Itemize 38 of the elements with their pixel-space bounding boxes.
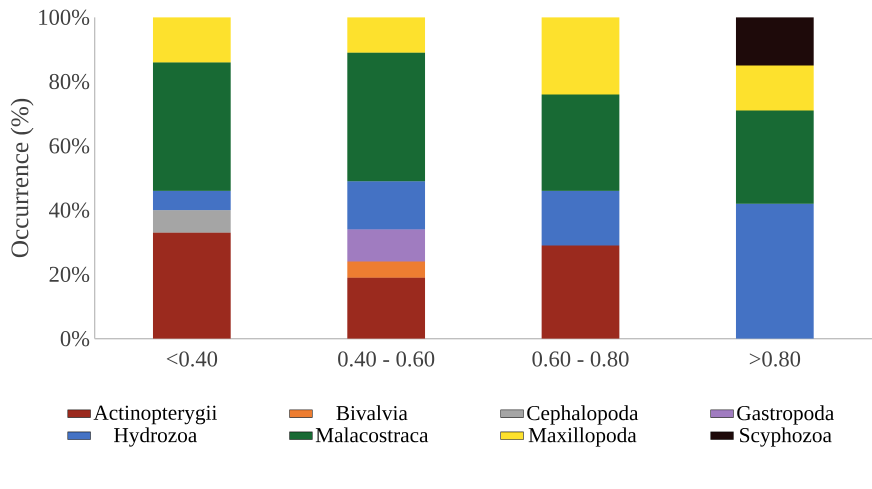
bar: [347, 17, 426, 53]
y-tick-label: 20%: [50, 266, 90, 282]
x-tick-label: 0.40 - 0.60: [338, 351, 434, 367]
legend-label: Bivalvia: [336, 405, 408, 420]
bar: [347, 261, 426, 278]
bar: [542, 245, 620, 339]
bar: [542, 94, 620, 191]
legend-label: Maxillopoda: [528, 427, 636, 446]
legend-label: Hydrozoa: [114, 427, 197, 447]
bar: [347, 229, 426, 262]
bar: [542, 17, 620, 94]
bar: [542, 190, 620, 246]
bar: [152, 190, 231, 210]
bar: [152, 62, 231, 191]
x-tick-label: <0.40: [166, 351, 218, 367]
bar: [152, 17, 231, 62]
legend-label: Scyphozoa: [740, 427, 832, 447]
bar: [347, 52, 426, 182]
legend-label: Malacostraca: [316, 427, 428, 442]
y-tick-label: 0%: [60, 330, 90, 346]
bar: [736, 110, 814, 204]
x-tick-label: >0.80: [750, 351, 800, 367]
x-tick-label: 0.60 - 0.80: [532, 351, 629, 367]
bar: [347, 181, 426, 230]
bar: [736, 204, 814, 339]
bar: [736, 65, 814, 110]
y-axis-title: Occurrence (%): [10, 98, 34, 258]
y-tick-label: 100%: [39, 10, 90, 25]
bar: [736, 17, 814, 66]
legend-label: Gastropoda: [737, 405, 834, 424]
legend-label: Actinopterygii: [94, 405, 217, 424]
legend-label: Cephalopoda: [527, 405, 638, 424]
bar: [347, 277, 426, 339]
y-tick-label: 60%: [50, 138, 90, 154]
y-tick-label: 80%: [49, 74, 90, 90]
y-tick-label: 40%: [49, 202, 90, 218]
bar: [152, 210, 231, 232]
bar: [152, 232, 231, 339]
